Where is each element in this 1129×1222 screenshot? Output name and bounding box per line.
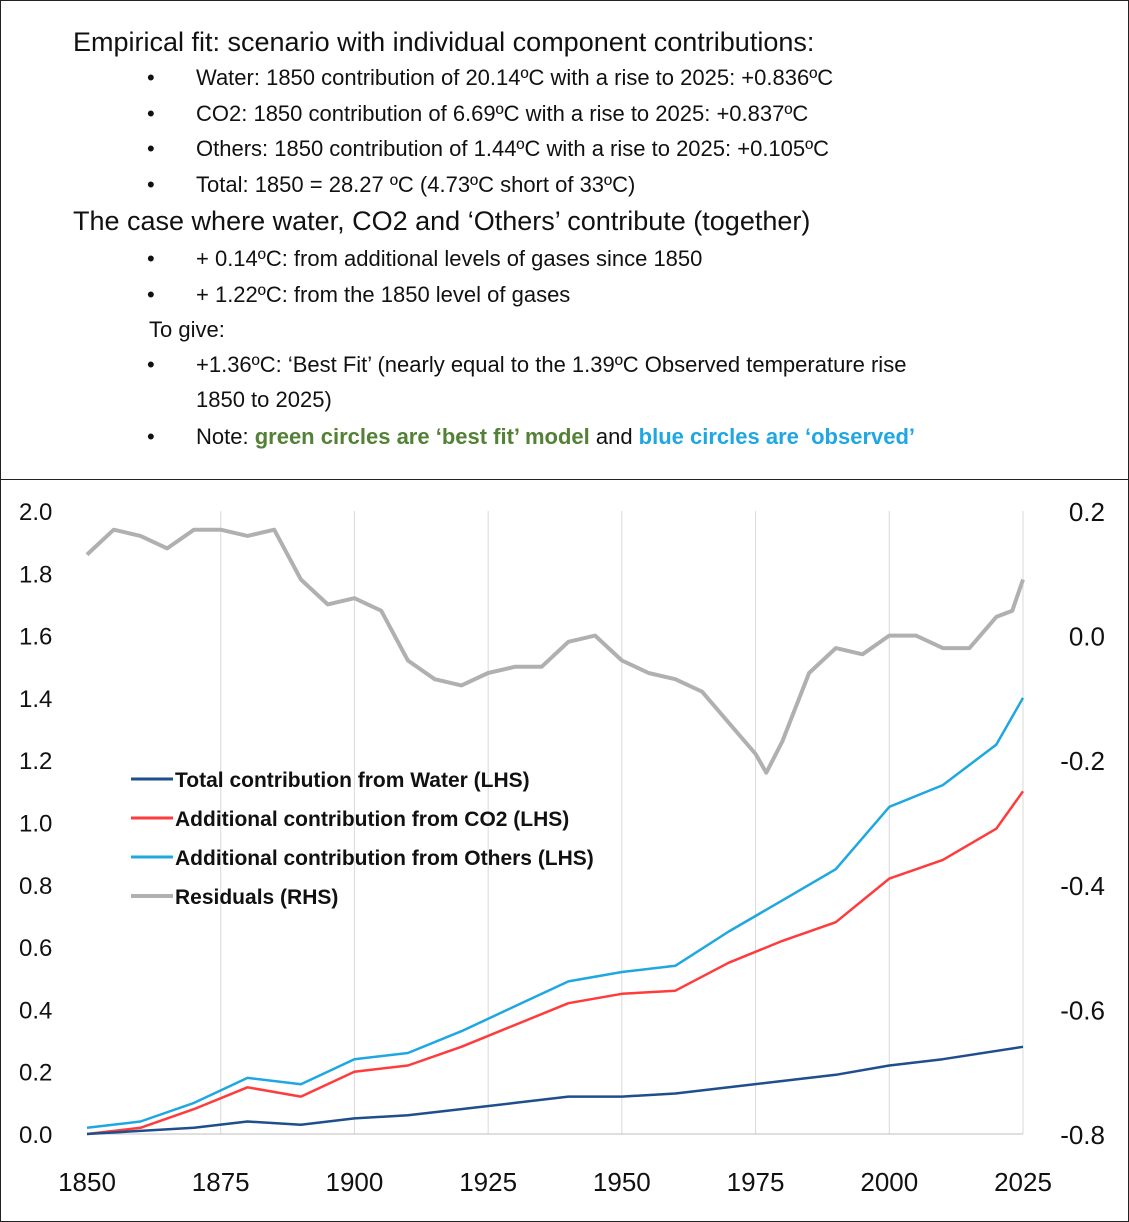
legend-label: Residuals (RHS): [175, 886, 338, 909]
y-left-tick-label: 0.4: [19, 997, 52, 1024]
bullet-best-fit-cont: 1850 to 2025): [196, 387, 332, 412]
y-right-tick-label: -0.8: [1060, 1120, 1105, 1150]
bullet-glyph: •: [147, 101, 155, 126]
x-tick-label: 1950: [593, 1167, 651, 1197]
bullet-glyph: •: [147, 352, 155, 377]
legend-label: Total contribution from Water (LHS): [175, 769, 530, 792]
series-line-3: [85, 527, 1025, 775]
x-tick-label: 2025: [994, 1167, 1052, 1197]
note-mid: and: [589, 424, 639, 449]
bullet-glyph: •: [147, 65, 155, 90]
note-blue: blue circles are ‘observed’: [638, 424, 916, 449]
bullet-co2: CO2: 1850 contribution of 6.69ºC with a …: [196, 101, 809, 126]
y-left-tick-label: 1.4: [19, 686, 52, 713]
bullet-others: Others: 1850 contribution of 1.44ºC with…: [196, 136, 830, 161]
bullet-additional-gases: + 0.14ºC: from additional levels of gase…: [196, 246, 703, 271]
axes: 1850 1875 1900 1925 1950 1975 2000 2025 0.0 0.2 0.…: [19, 497, 1105, 1197]
y-right-tick-label: -0.4: [1060, 871, 1105, 901]
x-tick-label: 1975: [727, 1167, 785, 1197]
bullet-glyph: •: [147, 136, 155, 161]
y-left-tick-label: 1.0: [19, 811, 52, 838]
bullet-glyph: •: [147, 246, 155, 271]
y-left-tick-label: 1.8: [19, 561, 52, 588]
y-left-tick-label: 0.0: [19, 1122, 52, 1149]
series-line-2: [86, 697, 1025, 1130]
text-panel: Empirical fit: scenario with individual …: [1, 1, 1128, 480]
y-right-tick-label: 0.2: [1069, 497, 1105, 527]
series-line-1: [86, 790, 1025, 1136]
x-tick-label: 2000: [860, 1167, 918, 1197]
bullet-best-fit: +1.36ºC: ‘Best Fit’ (nearly equal to the…: [196, 352, 907, 377]
x-tick-label: 1875: [192, 1167, 250, 1197]
series-line-0: [86, 1045, 1024, 1136]
to-give-label: To give:: [149, 317, 225, 342]
y-left-tick-label: 1.6: [19, 624, 52, 651]
bullet-total: Total: 1850 = 28.27 ºC (4.73ºC short of …: [196, 172, 636, 197]
series-lines: [85, 527, 1025, 1136]
heading-combined-case: The case where water, CO2 and ‘Others’ c…: [73, 206, 811, 236]
x-tick-label: 1850: [58, 1167, 116, 1197]
bullet-glyph: •: [147, 172, 155, 197]
y-left-tick-label: 0.2: [19, 1060, 52, 1087]
legend-label: Additional contribution from Others (LHS…: [175, 847, 594, 870]
y-right-tick-label: -0.2: [1060, 746, 1105, 776]
bullet-glyph: •: [147, 282, 155, 307]
line-chart: 1850 1875 1900 1925 1950 1975 2000 2025 0.0 0.2 0.…: [19, 497, 1105, 1197]
bullet-note: Note: green circles are ‘best fit’ model…: [196, 424, 915, 450]
bullet-glyph: •: [147, 424, 155, 449]
note-green: green circles are ‘best fit’ model: [254, 424, 590, 449]
x-tick-label: 1900: [326, 1167, 384, 1197]
bullet-water: Water: 1850 contribution of 20.14ºC with…: [196, 65, 834, 90]
gridlines: [220, 511, 1024, 1134]
y-left-tick-label: 1.2: [19, 748, 52, 775]
legend: Total contribution from Water (LHS) Addit…: [131, 769, 594, 909]
heading-scenario: Empirical fit: scenario with individual …: [73, 27, 815, 57]
x-tick-label: 1925: [459, 1167, 517, 1197]
y-left-tick-label: 0.6: [19, 935, 52, 962]
note-prefix: Note:: [196, 424, 255, 449]
y-left-tick-label: 0.8: [19, 873, 52, 900]
bullet-1850-gases: + 1.22ºC: from the 1850 level of gases: [196, 282, 571, 307]
y-right-tick-label: -0.6: [1060, 995, 1105, 1025]
y-right-tick-label: 0.0: [1069, 622, 1105, 652]
legend-label: Additional contribution from CO2 (LHS): [175, 808, 569, 831]
y-left-tick-label: 2.0: [19, 499, 52, 526]
